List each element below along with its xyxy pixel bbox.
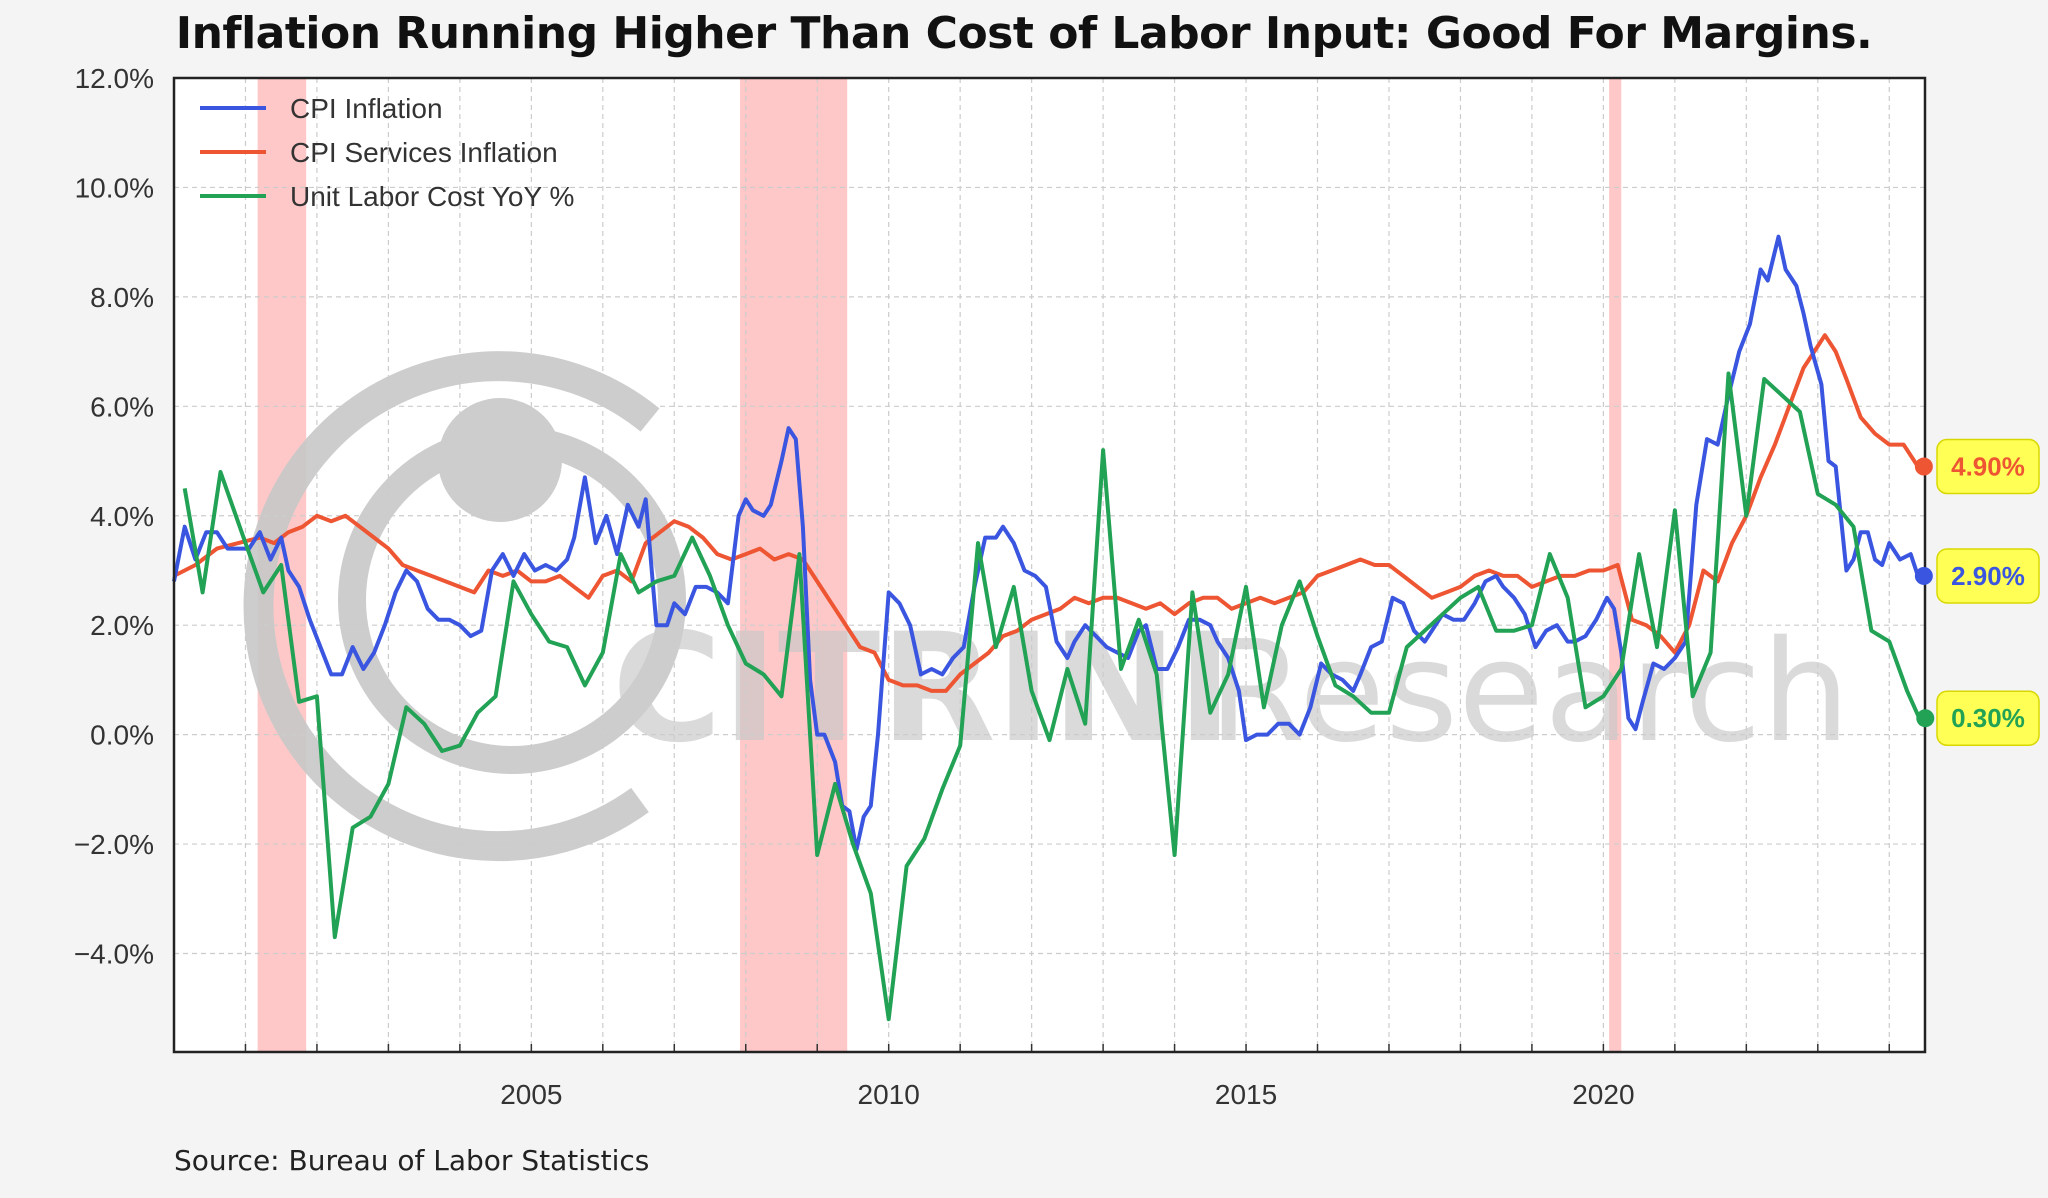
x-tick-label: 2015 <box>1215 1079 1277 1110</box>
watermark-arc-icon <box>243 351 660 862</box>
y-tick-label: 2.0% <box>90 610 154 641</box>
x-tick-label: 2020 <box>1572 1079 1634 1110</box>
y-tick-label: −4.0% <box>74 939 154 970</box>
series-line-0 <box>172 234 1920 852</box>
y-tick-label: 10.0% <box>75 172 154 203</box>
plot-background <box>174 78 1925 1052</box>
legend: CPI Inflation CPI Services Inflation Unit … <box>200 93 574 212</box>
y-tick-label: 8.0% <box>90 282 154 313</box>
series-lines <box>172 234 1922 1022</box>
end-label-box-1 <box>1936 438 2040 495</box>
y-tick-label: 0.0% <box>90 720 154 751</box>
y-tick-label: 12.0% <box>75 63 154 94</box>
source-note: Source: Bureau of Labor Statistics <box>174 1144 650 1177</box>
series-line-2 <box>182 371 1922 1022</box>
legend-label-0: CPI Inflation <box>290 93 443 124</box>
legend-label-2: Unit Labor Cost YoY % <box>290 181 574 212</box>
end-label-1: 4.90% <box>1951 452 2025 482</box>
end-label-box-0 <box>1936 548 2040 604</box>
watermark-head-icon <box>438 398 562 522</box>
y-axis: −4.0% −2.0% 0.0% 2.0% 4.0% 6.0% 8.0% 10.0% 12.0% <box>74 63 154 970</box>
plot-frame <box>172 76 1927 1054</box>
x-tick-label: 2005 <box>500 1079 562 1110</box>
legend-label-1: CPI Services Inflation <box>290 137 558 168</box>
x-axis: 2005 2010 2015 2020 <box>500 1079 1634 1110</box>
end-marker-0 <box>1914 566 1933 585</box>
y-tick-label: 4.0% <box>90 501 154 532</box>
end-labels: 2.90% 4.90% 0.30% <box>1914 438 2040 746</box>
chart-title: Inflation Running Higher Than Cost of La… <box>175 8 1873 59</box>
recession-band-1 <box>740 78 848 1052</box>
end-label-box-2 <box>1936 690 2040 746</box>
end-marker-2 <box>1916 709 1935 728</box>
y-tick-label: 6.0% <box>90 391 154 422</box>
x-tick-label: 2010 <box>858 1079 920 1110</box>
end-label-2: 0.30% <box>1951 703 2025 733</box>
end-label-0: 2.90% <box>1951 561 2025 591</box>
y-tick-label: −2.0% <box>74 829 154 860</box>
watermark-suffix: Research <box>1208 611 1850 774</box>
end-marker-1 <box>1914 457 1933 476</box>
